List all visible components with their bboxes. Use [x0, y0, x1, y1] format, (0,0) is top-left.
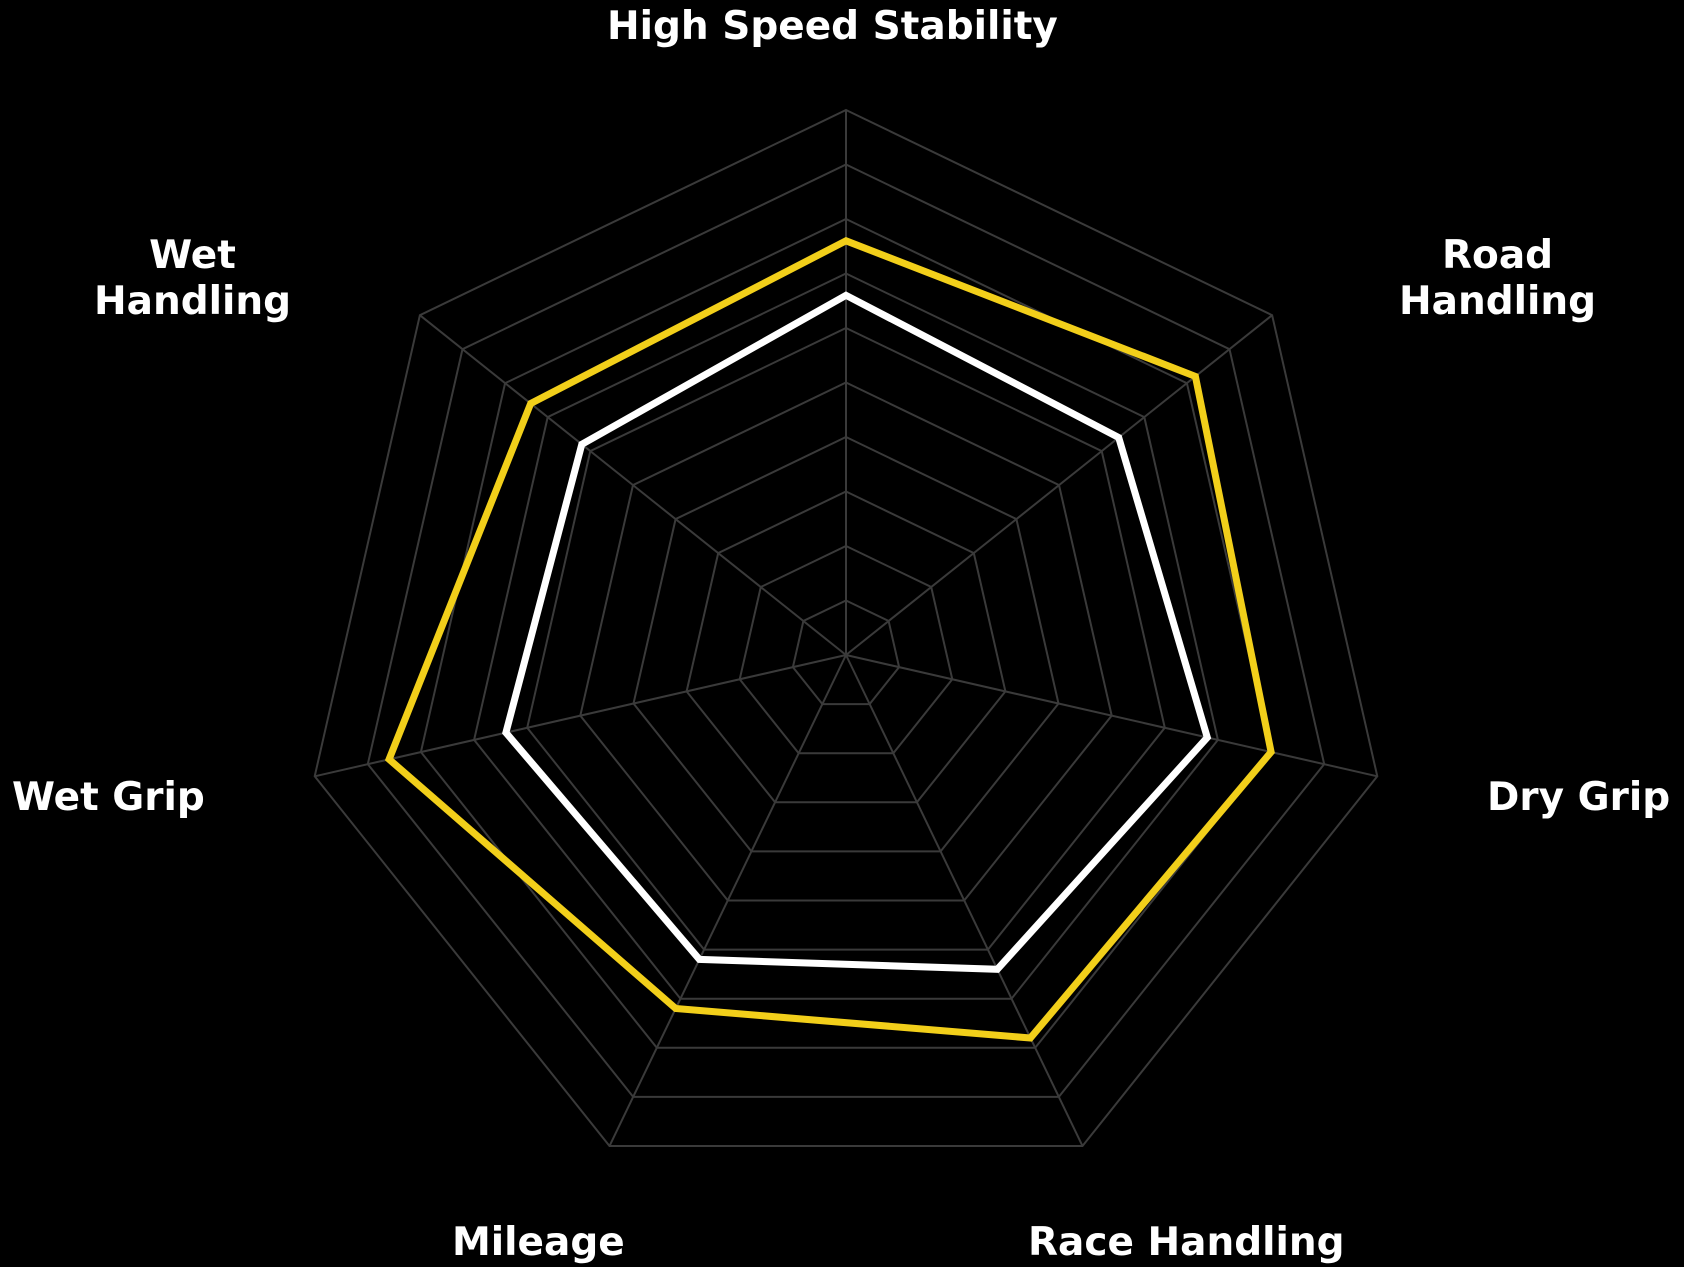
grid-spoke-5: [608, 654, 847, 1147]
grid-ring-7: [473, 272, 1219, 1000]
series-line-2: [502, 291, 1212, 973]
grid-ring-3: [685, 490, 1007, 804]
axis-label-high-speed-stability: High Speed Stability: [607, 4, 1058, 49]
axis-label-race-handling: Race Handling: [1028, 1220, 1345, 1265]
grid-spoke-7: [419, 314, 847, 656]
grid-spoke-6: [314, 654, 847, 778]
axis-label-wet-handling: Wet Handling: [94, 233, 292, 324]
grid-spoke-4: [845, 654, 1084, 1147]
grid-ring-5: [579, 381, 1113, 902]
grid-ring-6: [526, 326, 1166, 951]
series-line-1: [384, 236, 1275, 1042]
grid-spoke-3: [845, 654, 1378, 778]
axis-label-mileage: Mileage: [452, 1220, 625, 1265]
axis-label-dry-grip: Dry Grip: [1487, 775, 1671, 820]
grid-spoke-2: [845, 314, 1273, 656]
grid-ring-10: [313, 108, 1379, 1147]
grid-ring-9: [366, 163, 1326, 1098]
grid-ring-2: [738, 544, 954, 755]
axis-label-wet-grip: Wet Grip: [12, 775, 205, 820]
grid-ring-1: [791, 599, 901, 706]
grid-ring-8: [419, 217, 1273, 1049]
grid-ring-4: [632, 435, 1060, 853]
axis-label-road-handling: Road Handling: [1399, 233, 1597, 324]
